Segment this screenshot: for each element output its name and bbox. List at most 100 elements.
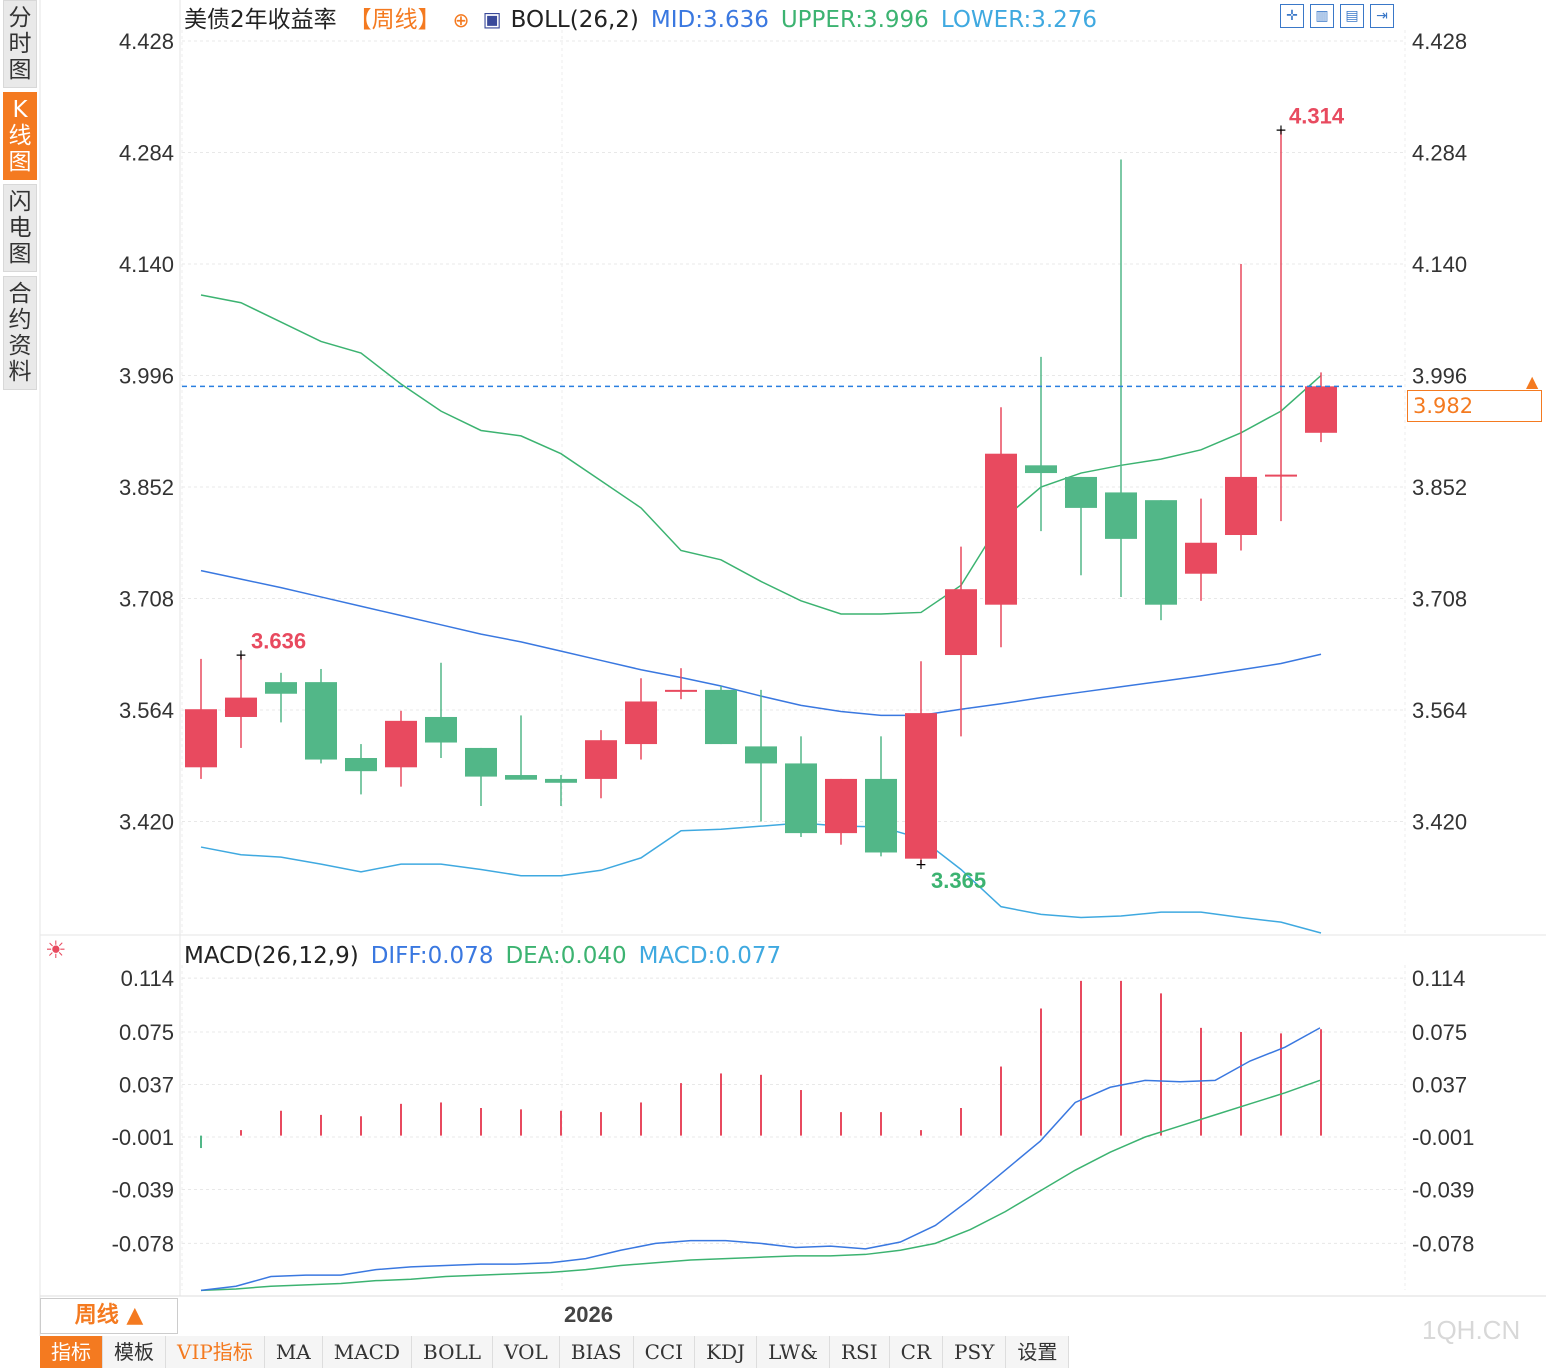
y-tick-left: 3.564 [119, 698, 174, 723]
bottom-tab-8[interactable]: CCI [633, 1336, 696, 1368]
y-tick-left: 3.708 [119, 587, 174, 612]
bottom-tab-14[interactable]: 设置 [1006, 1336, 1070, 1368]
sidebar-tab-2[interactable]: 闪电图 [3, 184, 37, 272]
high2-annotation: 3.636 [251, 628, 306, 653]
boll-upper-value: UPPER:3.996 [781, 7, 929, 33]
x-axis-label: 2026 [564, 1302, 613, 1327]
candle-body [385, 720, 417, 768]
candle-body [425, 716, 457, 743]
macd-y-tick-left: -0.001 [112, 1125, 174, 1150]
period-select[interactable]: 周线 ▲ [40, 1298, 178, 1334]
y-tick-right: 3.708 [1412, 587, 1467, 612]
macd-y-tick-right: 0.114 [1412, 966, 1465, 991]
candle-body [865, 778, 897, 853]
indicator-name: BOLL(26,2) [511, 7, 639, 33]
bottom-tab-0[interactable]: 指标 [40, 1336, 103, 1368]
candle-body [705, 689, 737, 745]
indicator-icon[interactable]: ▤ [1340, 4, 1364, 28]
macd-y-tick-right: -0.039 [1412, 1178, 1474, 1203]
y-tick-left: 3.852 [119, 475, 174, 500]
bottom-tab-5[interactable]: BOLL [412, 1336, 494, 1368]
extreme-marker: + [235, 647, 247, 663]
candle-body [465, 747, 497, 777]
y-tick-left: 3.420 [119, 810, 174, 835]
price-arrow-icon: ▲ [1526, 372, 1539, 391]
bottom-tab-2[interactable]: VIP指标 [166, 1336, 265, 1368]
bottom-tab-1[interactable]: 模板 [103, 1336, 166, 1368]
candle-body [1265, 474, 1297, 477]
current-price-tag: 3.982 [1407, 390, 1542, 422]
candle-body [185, 709, 217, 768]
settings-sun-icon: ☀ [45, 936, 67, 964]
sidebar-tab-0[interactable]: 分时图 [3, 0, 37, 88]
add-indicator-icon: ⊕ [453, 8, 470, 32]
bottom-tab-3[interactable]: MA [264, 1336, 323, 1368]
candle-body [1105, 492, 1137, 539]
bottom-tab-4[interactable]: MACD [322, 1336, 412, 1368]
bottom-indicator-bar: 指标 模板 VIP指标 MA MACD BOLL VOL BIAS CCI KDJ LW& RSI CR… [40, 1336, 1070, 1368]
watermark: 1QH.CN [1422, 1315, 1521, 1345]
candle-body [1305, 386, 1337, 433]
macd-y-tick-left: 0.075 [119, 1020, 174, 1045]
boll-upper-line [200, 294, 1322, 615]
candle-body [1065, 476, 1097, 508]
period-label: 【周线】 [349, 7, 441, 33]
candle-body [545, 778, 577, 783]
dea-line [200, 1079, 1321, 1292]
boll-mid-value: MID:3.636 [651, 7, 769, 33]
candle-body [745, 746, 777, 764]
macd-y-tick-left: 0.037 [119, 1073, 174, 1098]
macd-value: MACD:0.077 [639, 943, 782, 969]
forward-icon[interactable]: ⇥ [1370, 4, 1394, 28]
candle-body [785, 763, 817, 834]
y-tick-right: 4.284 [1412, 141, 1467, 166]
chart-area: 4.428 4.428 4.284 4.284 4.140 4.140 3.996 3.996… [39, 0, 1546, 1336]
candle-body [985, 453, 1017, 605]
bottom-tab-10[interactable]: LW& [757, 1336, 830, 1368]
chart-toolbar: ✛ ▥ ▤ ⇥ [1280, 4, 1394, 28]
y-tick-right: 3.420 [1412, 810, 1467, 835]
candle-body [1145, 500, 1177, 605]
candle-body [1185, 542, 1217, 574]
bottom-tab-13[interactable]: PSY [943, 1336, 1007, 1368]
y-tick-left: 4.428 [119, 29, 174, 54]
bottom-tab-7[interactable]: BIAS [559, 1336, 634, 1368]
bottom-tab-9[interactable]: KDJ [695, 1336, 758, 1368]
candle-body [1225, 476, 1257, 536]
extreme-marker: + [1275, 122, 1287, 138]
boll-lower-line [200, 822, 1322, 934]
chart-style-icon[interactable]: ▥ [1310, 4, 1334, 28]
high-annotation: 4.314 [1289, 103, 1345, 128]
diff-line [200, 1027, 1321, 1292]
macd-title: MACD(26,12,9) [184, 943, 359, 969]
macd-y-tick-right: 0.075 [1412, 1020, 1467, 1045]
y-tick-right: 4.140 [1412, 252, 1467, 277]
candle-body [345, 758, 377, 772]
candle-body [585, 740, 617, 779]
bottom-tab-12[interactable]: CR [889, 1336, 944, 1368]
y-tick-left: 4.140 [119, 252, 174, 277]
candle-body [225, 697, 257, 717]
candle-body [265, 682, 297, 694]
dea-value: DEA:0.040 [505, 943, 626, 969]
diff-value: DIFF:0.078 [371, 943, 494, 969]
bottom-tab-11[interactable]: RSI [829, 1336, 890, 1368]
crosshair-icon[interactable]: ✛ [1280, 4, 1304, 28]
sidebar: 分时图 K线图闪电图合约资料 [0, 0, 38, 430]
y-tick-left: 3.996 [119, 364, 174, 389]
low-annotation: 3.365 [931, 868, 986, 893]
candle-body [625, 701, 657, 745]
candle-body [1025, 465, 1057, 474]
macd-y-tick-right: -0.078 [1412, 1231, 1474, 1256]
macd-y-tick-left: 0.114 [121, 966, 174, 991]
sidebar-tab-1[interactable]: K线图 [3, 92, 37, 180]
candle-body [945, 589, 977, 656]
candle-body [905, 713, 937, 859]
y-tick-right: 4.428 [1412, 29, 1467, 54]
y-tick-left: 4.284 [119, 141, 174, 166]
y-tick-right: 3.996 [1412, 364, 1467, 389]
candle-body [665, 689, 697, 692]
extreme-marker: + [915, 857, 927, 873]
sidebar-tab-3[interactable]: 合约资料 [3, 276, 37, 390]
bottom-tab-6[interactable]: VOL [493, 1336, 560, 1368]
